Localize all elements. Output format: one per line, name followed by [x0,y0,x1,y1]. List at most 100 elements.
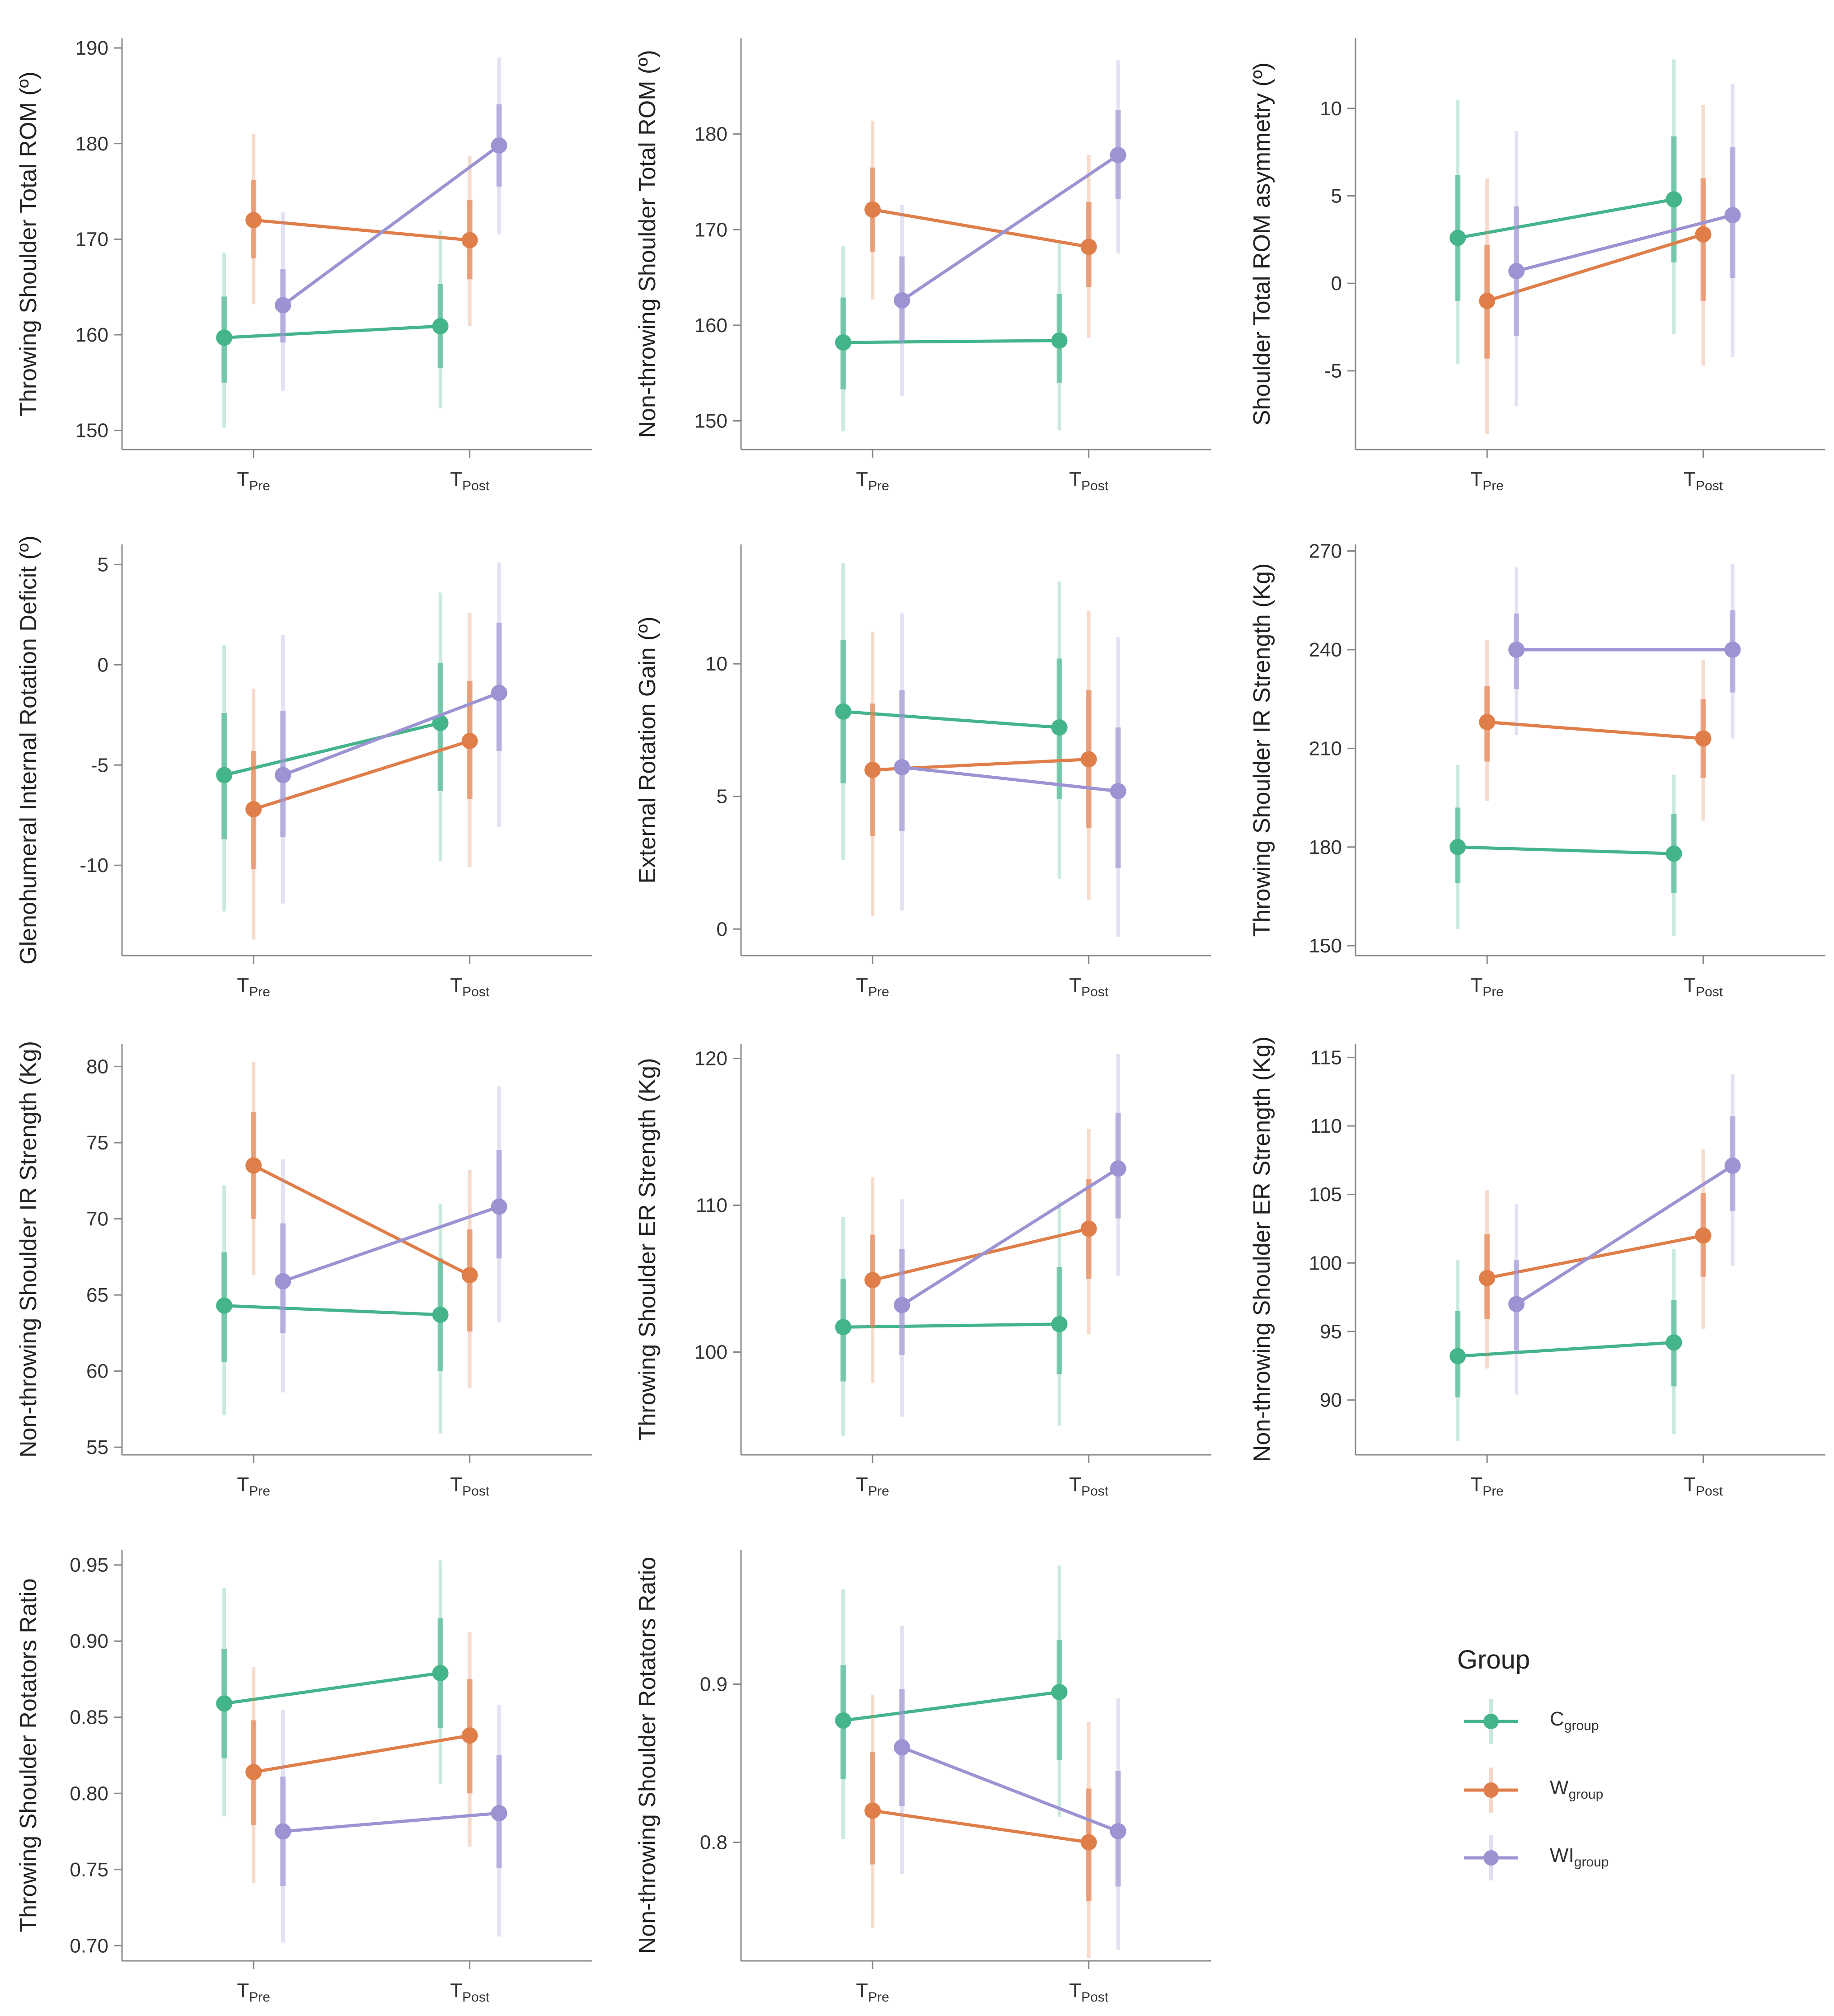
series-c [1449,1249,1682,1441]
y-tick-label: -10 [80,854,108,877]
panel-p7: 55 60 65 70 75 80 Non-throwing Shoulder IR Str… [15,1041,592,1499]
data-point [864,1802,881,1819]
y-tick-label: 5 [98,553,108,576]
y-tick-label: 0.9 [700,1674,727,1696]
series-c [216,230,449,428]
series-line [901,154,1119,302]
data-point [216,329,233,346]
panel-p8: 100 110 120 Throwing Shoulder ER Strength (… [634,1044,1211,1499]
x-tick-label: TPost [450,1979,490,2005]
series-w [864,1129,1097,1383]
y-tick-label: 105 [1309,1184,1342,1206]
series-c [1449,59,1682,364]
series-line [282,144,500,307]
legend-swatch-c [1464,1699,1518,1744]
data-point [1051,719,1068,736]
data-point [1695,730,1712,747]
series-wi [1508,84,1741,406]
y-tick-label: 110 [696,1195,727,1217]
legend-item-wi: WIgroup [1464,1831,1690,1885]
y-tick-label: 90 [1320,1389,1342,1411]
series-c [835,1566,1068,1839]
data-point [1080,1834,1097,1851]
x-tick-label: TPost [450,1473,490,1499]
x-tick-label: TPost [1069,468,1109,493]
data-point [1479,714,1496,731]
data-point [1449,1348,1466,1364]
data-point [1449,230,1466,246]
y-tick-label: 60 [86,1360,108,1383]
data-point [1110,783,1126,799]
data-point [491,1805,507,1822]
x-tick-label: TPre [856,1473,889,1499]
x-tick-label: TPre [856,1979,889,2005]
x-tick-label: TPre [1470,974,1504,999]
data-point [1479,1270,1496,1286]
series-line [1487,1234,1704,1280]
series-line [901,1167,1119,1307]
y-tick-label: 0 [98,654,108,676]
data-point [245,212,262,229]
data-point [1449,839,1466,855]
data-point [1724,1157,1741,1174]
series-w [245,134,478,326]
data-point [835,334,852,351]
series-line [224,324,441,339]
series-w [1479,105,1712,434]
data-point [894,1297,910,1313]
data-point [1479,292,1496,309]
panel-p4: -10 -5 0 5 Glenohumeral Internal Rotation De… [15,535,592,999]
data-point [1110,1823,1126,1839]
y-tick-label: 160 [694,314,727,337]
x-tick-label: TPre [237,468,270,493]
y-tick-label: 180 [694,123,727,145]
data-point [1724,207,1741,224]
y-tick-label: 160 [75,324,108,346]
data-point [275,767,291,783]
data-point [461,232,478,248]
series-line [872,208,1089,248]
x-tick-label: TPre [1470,1473,1504,1499]
series-wi [894,1626,1126,1950]
data-point [1051,332,1068,349]
series-wi [275,562,507,904]
data-point [432,318,449,334]
x-tick-label: TPre [856,974,889,999]
data-point [491,685,507,701]
legend-item-w: Wgroup [1464,1763,1690,1817]
y-tick-label: 170 [694,219,727,241]
data-point [1695,1227,1712,1244]
series-c [216,1560,449,1816]
data-point [1110,1160,1126,1177]
y-axis-label: Throwing Shoulder Rotators Ratio [15,1578,42,1932]
legend-label-c: Cgroup [1550,1708,1599,1733]
y-tick-label: 150 [1309,935,1342,957]
y-axis-label: Throwing Shoulder IR Strength (Kg) [1249,563,1275,937]
data-point [835,1712,852,1729]
legend-item-c: Cgroup [1464,1694,1690,1749]
series-c [835,243,1068,431]
data-point [216,1695,233,1712]
series-w [1479,1149,1712,1369]
y-tick-label: 10 [705,653,727,675]
series-line [901,765,1118,793]
y-tick-label: 180 [75,133,108,155]
data-point [245,801,262,817]
series-w [245,612,478,940]
y-tick-label: 100 [694,1341,727,1364]
y-tick-label: 0.80 [70,1782,108,1805]
series-w [245,1062,478,1388]
panel-p10: 0.70 0.75 0.80 0.85 0.90 0.95 Throwing Shoulde… [15,1550,592,2005]
series-line [224,1671,441,1705]
y-tick-label: 110 [1310,1115,1342,1137]
series-line [1487,720,1703,741]
series-line [282,1205,500,1283]
series-c [835,563,1068,879]
y-tick-label: 0.8 [700,1832,727,1854]
data-point [1695,226,1712,243]
x-tick-label: TPost [450,468,490,493]
data-point [1508,263,1525,280]
y-tick-label: 0.90 [70,1630,108,1652]
x-tick-label: TPre [1470,468,1504,493]
series-w [864,121,1097,338]
